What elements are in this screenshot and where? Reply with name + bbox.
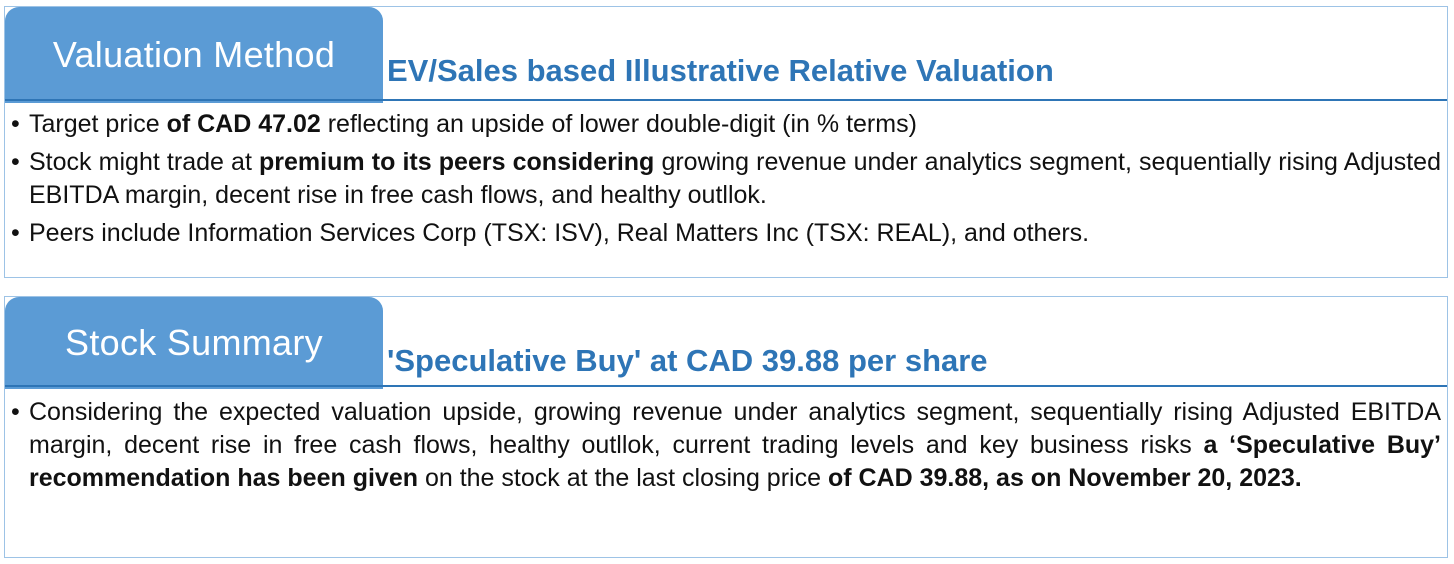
bullet-segment-bold: premium to its peers considering — [259, 148, 655, 176]
bullet-segment: reflecting an upside of lower double-dig… — [320, 110, 917, 138]
bullet-segment: Target price — [29, 110, 167, 138]
bullet-text: Peers include Information Services Corp … — [29, 217, 1441, 250]
bullet-segment-bold: a ‘Speculative Buy’ recommendation has b… — [29, 431, 1441, 492]
bullet-segment-bold: of CAD 39.88, as on November 20, 2023. — [827, 464, 1302, 492]
valuation-method-tab: Valuation Method — [5, 7, 383, 103]
summary-bullet-list: • Considering the expected valuation ups… — [11, 396, 1441, 500]
bullet-segment: on the stock at the last closing price — [418, 464, 828, 492]
bullet-dot: • — [11, 110, 20, 138]
valuation-bullet-premium: • Stock might trade at premium to its pe… — [11, 146, 1441, 212]
bullet-segment-bold: of CAD 47.02 — [166, 110, 321, 138]
bullet-text: Stock might trade at premium to its peer… — [29, 146, 1441, 212]
bullet-dot: • — [11, 148, 20, 176]
bullet-segment: Peers include Information Services Corp … — [29, 219, 1090, 247]
bullet-dot: • — [11, 398, 20, 426]
valuation-method-panel: Valuation Method EV/Sales based Illustra… — [4, 6, 1448, 278]
bullet-segment: growing revenue under analytics segment,… — [29, 148, 1441, 209]
bullet-dot: • — [11, 219, 20, 247]
bullet-segment: Stock might trade at — [29, 148, 260, 176]
summary-heading: 'Speculative Buy' at CAD 39.88 per share — [387, 343, 988, 378]
valuation-bullet-list: • Target price of CAD 47.02 reflecting a… — [11, 108, 1441, 255]
bullet-segment: Considering the expected valuation upsid… — [29, 398, 1441, 459]
bullet-text: Considering the expected valuation upsid… — [29, 396, 1441, 495]
valuation-bullet-peers: • Peers include Information Services Cor… — [11, 217, 1441, 250]
valuation-divider — [5, 99, 1447, 101]
bullet-text: Target price of CAD 47.02 reflecting an … — [29, 108, 1441, 141]
valuation-bullet-target-price: • Target price of CAD 47.02 reflecting a… — [11, 108, 1441, 141]
stock-summary-panel: Stock Summary 'Speculative Buy' at CAD 3… — [4, 296, 1448, 558]
summary-bullet-recommendation: • Considering the expected valuation ups… — [11, 396, 1441, 495]
valuation-heading: EV/Sales based Illustrative Relative Val… — [387, 53, 1054, 88]
summary-divider — [5, 385, 1447, 387]
stock-summary-tab: Stock Summary — [5, 297, 383, 389]
